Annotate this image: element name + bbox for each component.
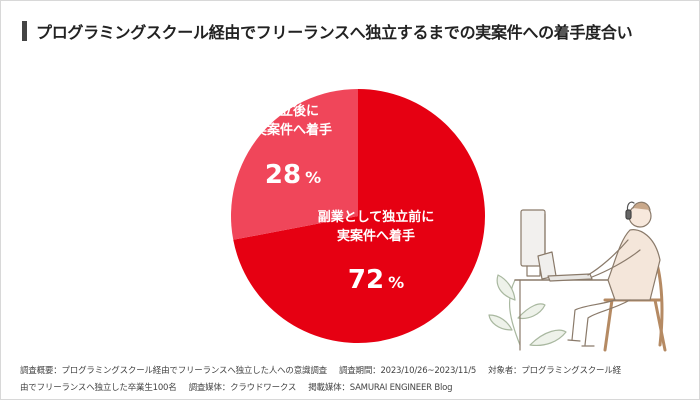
title-accent-bar	[22, 21, 27, 41]
slice-2-value-label: 28%	[265, 160, 321, 190]
footnote-overview: 調査概要：プログラミングスクール経由でフリーランスへ独立した人への意識調査	[20, 366, 327, 376]
slice-1-value-label: 72%	[348, 265, 404, 295]
pie-slice-2	[230, 89, 358, 240]
slice-2-label-line-1: 独立後に	[267, 103, 319, 119]
slice-1-label-line-2: 実案件へ着手	[337, 228, 415, 244]
slice-1-label-line-1: 副業として独立前に	[318, 209, 435, 225]
footnote-media: 調査媒体：クラウドワークス	[188, 383, 297, 393]
footnote-line-2: 由でフリーランスへ独立した卒業生100名 調査媒体：クラウドワークス 掲載媒体：SA…	[20, 380, 680, 397]
footnote-line-1: 調査概要：プログラミングスクール経由でフリーランスへ独立した人への意識調査 調査期…	[20, 363, 680, 380]
slice-2-label-line-2: 実案件へ着手	[254, 122, 332, 138]
pie-slice-1	[233, 89, 485, 343]
footnote-target-cont: 由でフリーランスへ独立した卒業生100名	[20, 383, 177, 393]
footnote-period: 調査期間：2023/10/26~2023/11/5	[338, 366, 477, 376]
footnote-published: 掲載媒体：SAMURAI ENGINEER Blog	[308, 383, 453, 393]
survey-footnote: 調査概要：プログラミングスクール経由でフリーランスへ独立した人への意識調査 調査期…	[20, 363, 680, 397]
chart-title: プログラミングスクール経由でフリーランスへ独立するまでの実案件への着手度合い	[36, 23, 633, 42]
footnote-target: 対象者：プログラミングスクール経	[488, 366, 621, 376]
